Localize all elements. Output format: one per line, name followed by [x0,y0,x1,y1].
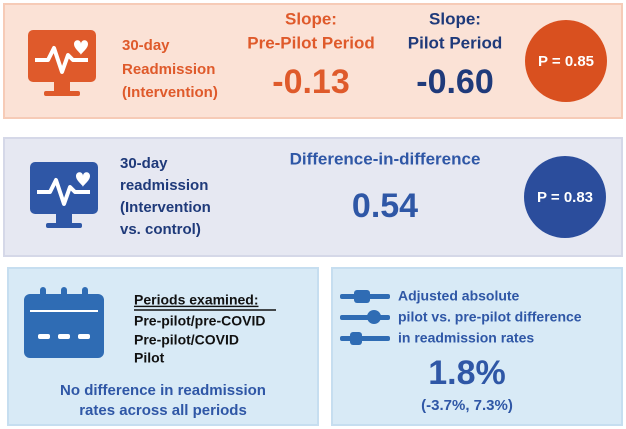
panel-readmission-slope [3,3,623,119]
period: Pre-pilot/COVID [134,332,239,348]
slope-title: Slope: [285,9,337,28]
confidence-interval: (-3.7%, 7.3%) [421,397,513,414]
panel-label: (Intervention [120,199,211,216]
panel-label: Adjusted absolute [398,288,520,304]
panel-label: vs. control) [120,221,201,238]
monitor-icon-blue [30,162,98,228]
slope-value: -0.60 [416,63,494,101]
panel-label: 30-day [122,37,170,54]
slider-icon [340,290,390,345]
panel-label: readmission [120,177,208,194]
metric-value: 0.54 [352,187,418,225]
panel-did [3,137,623,257]
monitor-icon-orange [28,30,96,96]
p-value: P = 0.85 [538,53,594,70]
p-value-badge [524,156,606,238]
panel-label: 30-day [120,155,168,172]
metric-title: Difference-in-difference [290,149,481,168]
slope-title: Slope: [429,9,481,28]
period: Pre-pilot/pre-COVID [134,313,265,329]
panel-label: Readmission [122,61,215,78]
p-value-badge [525,20,607,102]
conclusion: No difference in readmission [60,382,266,399]
calendar-icon [24,287,104,358]
slope-value: -0.13 [272,63,350,101]
slope-title: Pilot Period [408,33,502,52]
slope-title: Pre-Pilot Period [247,33,375,52]
periods-heading: Periods examined: [134,292,259,308]
conclusion: rates across all periods [79,402,247,419]
period: Pilot [134,350,165,366]
panel-label: in readmission rates [398,330,534,346]
difference-value: 1.8% [428,354,506,392]
panel-label: pilot vs. pre-pilot difference [398,309,582,325]
panel-label: (Intervention) [122,84,218,101]
p-value: P = 0.83 [537,189,593,206]
